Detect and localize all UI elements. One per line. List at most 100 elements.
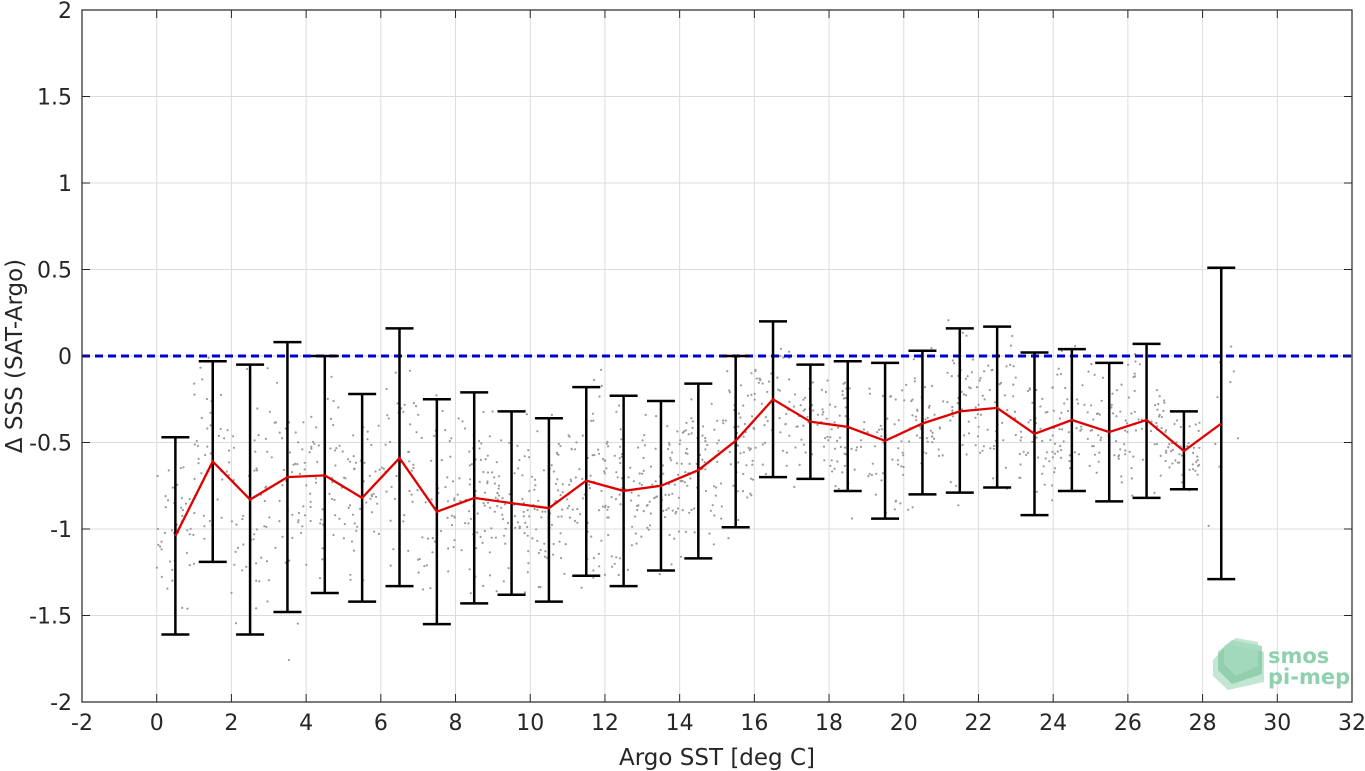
scatter-point [550,523,554,527]
scatter-point [742,435,745,438]
scatter-point [961,408,964,411]
scatter-point [739,384,743,387]
scatter-point [590,419,593,422]
scatter-point [431,537,434,540]
scatter-point [203,537,206,540]
scatter-point [1157,402,1160,406]
scatter-point [1046,410,1049,414]
y-tick-labels: -2 -1.5 -1 -0.5 0 0.5 1 1.5 2 [29,0,72,716]
scatter-point [524,521,527,524]
scatter-point [788,378,791,381]
scatter-point [329,447,332,450]
scatter-point [1198,446,1201,449]
scatter-point [546,556,549,559]
scatter-point [866,431,869,434]
scatter-point [296,622,299,625]
scatter-point [353,522,356,525]
scatter-point [521,497,524,501]
scatter-point [679,555,683,558]
x-tick-label: 22 [964,711,992,736]
scatter-point [1134,360,1137,363]
scatter-point [750,477,753,480]
scatter-point [713,514,716,517]
scatter-point [543,555,547,558]
scatter-point [766,419,769,423]
scatter-point [1117,455,1120,458]
scatter-point [332,423,335,427]
scatter-point [315,426,318,429]
scatter-point [408,369,412,372]
scatter-point [868,387,871,390]
scatter-point [1176,419,1179,422]
scatter-point [571,508,574,511]
scatter-point [424,501,427,504]
scatter-point [537,586,540,589]
scatter-point [318,577,322,580]
scatter-point [403,403,406,406]
scatter-point [618,493,621,496]
scatter-point [1044,411,1047,414]
scatter-point [1059,372,1063,376]
x-tick-label: 32 [1338,711,1365,736]
scatter-point [581,434,584,437]
scatter-point [676,507,680,510]
scatter-point [931,435,934,438]
scatter-point [1134,429,1137,432]
scatter-point [889,395,892,398]
scatter-point [979,377,982,380]
scatter-point [179,466,182,470]
scatter-point [514,526,517,529]
scatter-point [209,452,212,455]
scatter-point [486,480,489,483]
scatter-point [1173,422,1176,426]
scatter-point [655,415,658,418]
scatter-point [588,483,591,486]
scatter-point [983,398,986,401]
scatter-point [268,516,271,519]
scatter-point [278,431,281,434]
scatter-point [693,531,696,534]
scatter-point [453,539,456,542]
scatter-point [321,558,324,561]
scatter-point [896,459,900,462]
scatter-point [468,450,471,453]
scatter-point [897,463,900,466]
scatter-point [316,460,319,463]
scatter-point [606,508,609,511]
scatter-point [878,428,881,431]
scatter-point [1081,384,1084,387]
scatter-point [827,439,830,442]
scatter-point [684,471,687,474]
scatter-point [488,551,491,554]
scatter-point [712,543,716,546]
scatter-point [900,465,903,468]
scatter-point [568,516,572,519]
scatter-point [931,431,934,434]
scatter-point [356,525,359,528]
scatter-point [411,500,414,503]
scatter-point [752,426,755,430]
scatter-point [371,511,374,514]
scatter-point [742,451,746,454]
scatter-point [539,548,542,552]
scatter-point [1058,428,1061,431]
scatter-point [297,521,300,524]
scatter-point [204,454,207,457]
scatter-point [592,569,595,572]
scatter-point [1064,386,1067,390]
scatter-point [1164,459,1167,463]
scatter-point [504,542,507,545]
scatter-point [433,434,436,437]
scatter-point [875,472,878,475]
scatter-point [305,484,308,487]
scatter-point [601,457,605,461]
scatter-point [1003,394,1007,397]
scatter-point [701,458,704,461]
scatter-point [882,472,885,475]
scatter-point [712,485,716,488]
scatter-point [352,455,355,458]
scatter-point [556,478,559,481]
scatter-point [197,457,200,460]
scatter-point [234,622,238,625]
scatter-point [206,427,209,430]
